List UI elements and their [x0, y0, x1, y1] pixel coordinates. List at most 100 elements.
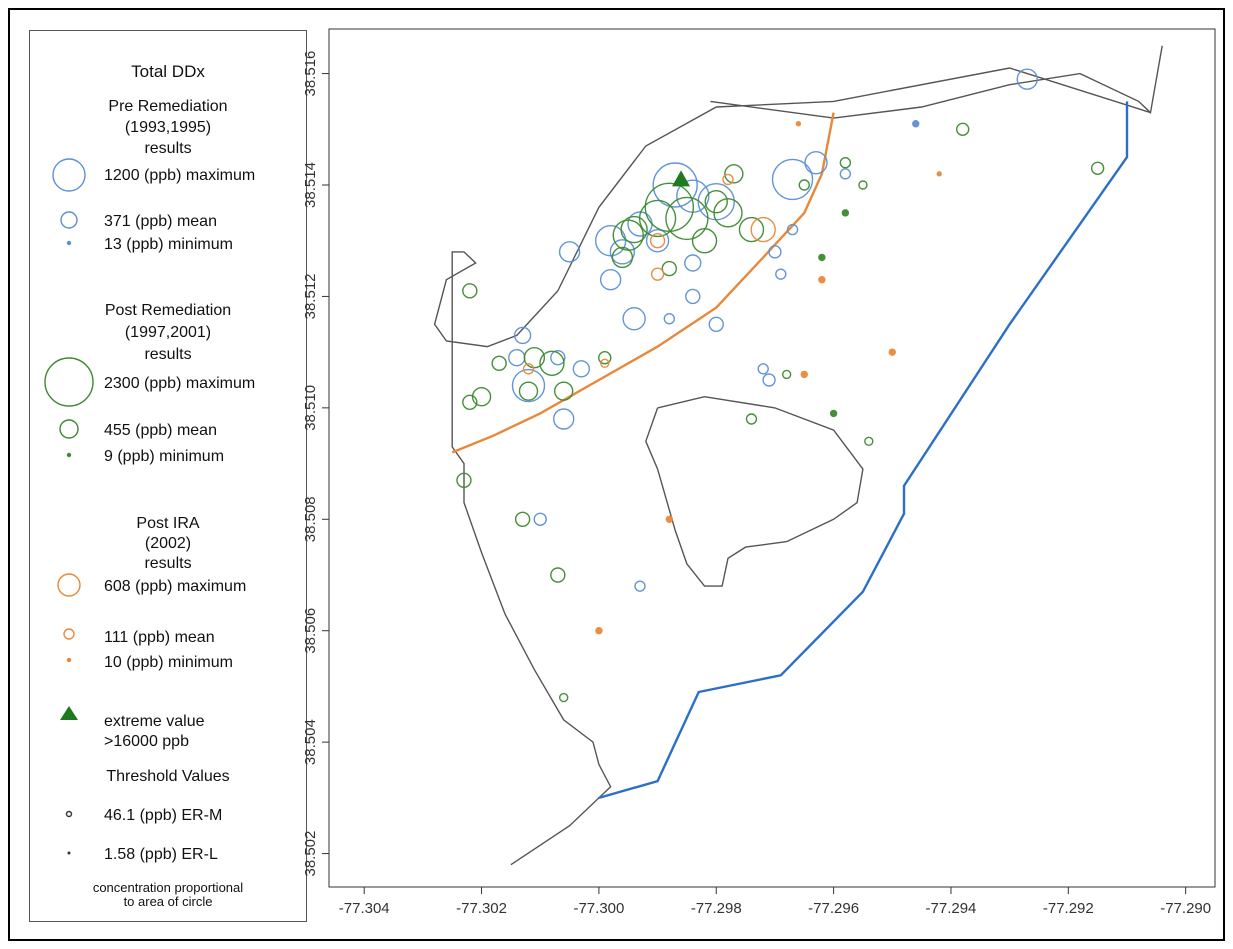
- pre-remediation-sample: [786, 223, 799, 236]
- post-remediation-sample: [665, 196, 709, 241]
- pre-remediation-sample: [685, 288, 701, 305]
- post-remediation-sample: [781, 369, 792, 380]
- post-ira-sample: [795, 121, 802, 127]
- post-mean-label: 455 (ppb) mean: [104, 422, 217, 439]
- pre-remediation-sample: [762, 373, 776, 387]
- post-remediation-sample: [798, 179, 810, 191]
- y-tick-label: 38.502: [302, 831, 319, 877]
- post-heading-3: results: [144, 346, 192, 363]
- x-tick-label: -77.304: [339, 900, 390, 917]
- pre-remediation-sample: [513, 326, 532, 345]
- pre-remediation-sample: [1016, 68, 1038, 90]
- post-ira-sample: [722, 173, 734, 186]
- plot-border: [328, 28, 1216, 888]
- x-tick-label: -77.300: [573, 900, 624, 917]
- pre-remediation-sample: [708, 316, 724, 332]
- post-remediation-sample: [491, 355, 507, 371]
- y-tick-label: 38.504: [302, 719, 319, 765]
- pre-remediation-sample: [622, 307, 646, 331]
- pre-remediation-sample: [511, 368, 546, 403]
- orange-boundary-line: [451, 112, 835, 454]
- footnote-1: concentration proportional: [92, 880, 244, 895]
- ira-min-label: 10 (ppb) minimum: [104, 654, 233, 671]
- lagoon-outline: [645, 395, 864, 587]
- pre-max-label: 1200 (ppb) maximum: [104, 167, 256, 184]
- post-remediation-sample: [704, 190, 728, 214]
- post-remediation-sample: [955, 122, 970, 136]
- post-remediation-sample: [598, 351, 612, 365]
- post-heading-2: (1997,2001): [124, 324, 212, 341]
- legend-extreme-symbol: [60, 706, 78, 720]
- post-ira-sample: [750, 216, 776, 243]
- pre-remediation-sample: [839, 168, 852, 180]
- x-tick-label: -77.294: [926, 900, 977, 917]
- ira-mean-label: 111 (ppb) mean: [104, 629, 215, 646]
- post-remediation-sample: [638, 199, 677, 238]
- post-ira-sample: [800, 370, 808, 379]
- legend-erl-symbol: [67, 851, 71, 855]
- pre-remediation-sample: [663, 313, 676, 325]
- post-remediation-sample: [456, 472, 472, 488]
- pre-heading-3: results: [144, 140, 192, 157]
- post-ira-sample: [888, 348, 896, 356]
- x-tick-label: -77.292: [1043, 900, 1094, 917]
- y-tick-label: 38.512: [302, 273, 319, 319]
- pre-remediation-sample: [634, 580, 646, 592]
- post-ira-sample: [649, 233, 666, 249]
- post-remediation-sample: [611, 246, 634, 269]
- y-tick-label: 38.514: [302, 162, 319, 208]
- post-remediation-sample: [864, 436, 874, 446]
- ira-heading-1: Post IRA: [136, 515, 200, 532]
- post-remediation-sample: [471, 387, 492, 407]
- post-remediation-sample: [539, 350, 565, 376]
- post-remediation-sample: [550, 567, 566, 583]
- pre-heading-1: Pre Remediation: [108, 98, 228, 115]
- pre-remediation-sample: [804, 151, 828, 175]
- x-tick-label: -77.290: [1160, 900, 1211, 917]
- pre-remediation-sample: [652, 162, 698, 208]
- pre-remediation-sample: [912, 120, 920, 128]
- post-min-label: 9 (ppb) minimum: [104, 448, 225, 465]
- threshold-heading: Threshold Values: [106, 768, 230, 785]
- post-remediation-sample: [691, 228, 718, 254]
- post-remediation-sample: [514, 511, 531, 527]
- legend-ira-mean-symbol: [63, 628, 75, 640]
- legend-post-mean-symbol: [59, 419, 79, 439]
- post-remediation-sample: [839, 157, 852, 169]
- post-remediation-sample: [724, 164, 744, 184]
- post-remediation-sample: [738, 216, 765, 243]
- post-remediation-sample: [745, 413, 758, 425]
- y-tick-label: 38.516: [302, 51, 319, 97]
- extreme-label-1: extreme value: [104, 713, 205, 730]
- post-remediation-sample: [858, 180, 868, 190]
- ira-max-label: 608 (ppb) maximum: [104, 578, 247, 595]
- post-remediation-sample: [559, 692, 569, 703]
- threshold-erm-label: 46.1 (ppb) ER-M: [104, 807, 223, 824]
- pre-remediation-sample: [684, 254, 702, 272]
- pre-min-label: 13 (ppb) minimum: [104, 236, 233, 253]
- ira-heading-2: (2002): [144, 535, 192, 552]
- post-max-label: 2300 (ppb) maximum: [104, 375, 256, 392]
- pre-remediation-sample: [572, 360, 591, 378]
- pre-mean-label: 371 (ppb) mean: [104, 213, 217, 230]
- legend-title: Total DDx: [131, 62, 205, 81]
- pre-remediation-sample: [599, 269, 622, 291]
- post-remediation-sample: [661, 260, 678, 277]
- post-ira-sample: [936, 171, 942, 177]
- legend-ira-max-symbol: [57, 573, 81, 597]
- x-tick-label: -77.296: [808, 900, 859, 917]
- pre-remediation-sample: [594, 225, 627, 257]
- y-tick-label: 38.508: [302, 496, 319, 542]
- y-tick-label: 38.510: [302, 385, 319, 431]
- legend-erm-symbol: [65, 810, 73, 818]
- post-ira-sample: [818, 276, 826, 284]
- extreme-label-2: >16000 ppb: [104, 733, 189, 750]
- legend: Total DDx Pre Remediation (1993,1995) re…: [29, 30, 307, 922]
- shoreline: [433, 67, 1151, 866]
- pre-remediation-sample: [550, 350, 566, 366]
- pre-remediation-sample: [553, 408, 575, 430]
- legend-pre-min-symbol: [66, 240, 72, 246]
- post-remediation-sample: [462, 394, 478, 410]
